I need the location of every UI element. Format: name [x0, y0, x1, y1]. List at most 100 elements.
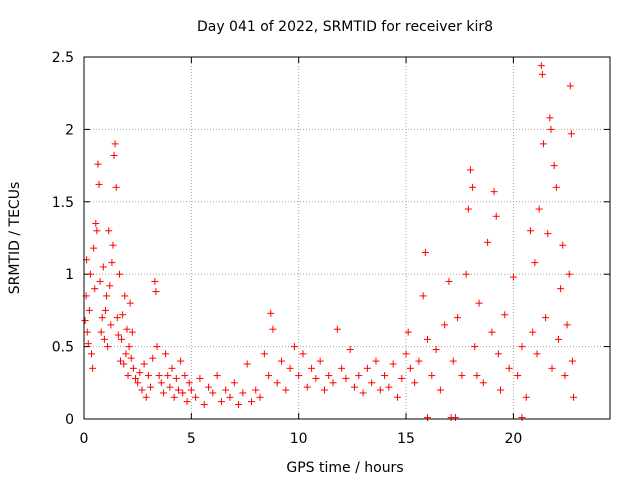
- y-tick-label: 2: [65, 122, 74, 138]
- data-point: [86, 270, 94, 278]
- data-point: [123, 325, 131, 333]
- data-point: [168, 364, 176, 372]
- data-point: [164, 372, 172, 380]
- data-point: [475, 299, 483, 307]
- data-point: [181, 372, 189, 380]
- data-point: [226, 393, 234, 401]
- data-point: [243, 360, 251, 368]
- data-point: [260, 350, 268, 358]
- data-point: [108, 259, 116, 267]
- x-tick-label: 20: [504, 431, 522, 447]
- data-point: [209, 389, 217, 397]
- data-point: [351, 383, 359, 391]
- data-point: [385, 383, 393, 391]
- data-point: [325, 372, 333, 380]
- data-point: [389, 360, 397, 368]
- data-point: [445, 277, 453, 285]
- data-point: [376, 386, 384, 394]
- data-point: [424, 335, 432, 343]
- data-point: [303, 383, 311, 391]
- data-point: [419, 292, 427, 300]
- y-tick-label: 2.5: [52, 50, 74, 66]
- data-point: [256, 393, 264, 401]
- data-point: [338, 364, 346, 372]
- data-point: [295, 372, 303, 380]
- data-point: [381, 372, 389, 380]
- y-tick-label: 1: [65, 267, 74, 283]
- data-point: [91, 285, 99, 293]
- data-point: [147, 383, 155, 391]
- data-point: [299, 350, 307, 358]
- data-point: [529, 328, 537, 336]
- data-point: [308, 364, 316, 372]
- data-point: [85, 306, 93, 314]
- data-point: [114, 331, 122, 339]
- data-point: [84, 340, 92, 348]
- data-point: [96, 277, 104, 285]
- data-point: [132, 374, 140, 382]
- data-point: [531, 259, 539, 267]
- data-point: [393, 393, 401, 401]
- data-point: [518, 414, 526, 422]
- data-point: [81, 317, 89, 325]
- data-point: [124, 372, 132, 380]
- data-point: [411, 379, 419, 387]
- data-point: [538, 70, 546, 78]
- data-point: [451, 414, 459, 422]
- data-point: [273, 379, 281, 387]
- data-point: [316, 357, 324, 365]
- data-point: [166, 383, 174, 391]
- data-point: [83, 328, 91, 336]
- y-tick-label: 0.5: [52, 340, 74, 356]
- data-point: [222, 386, 230, 394]
- data-point: [346, 345, 354, 353]
- data-point: [537, 62, 545, 70]
- data-point: [98, 314, 106, 322]
- data-point: [466, 166, 474, 174]
- data-point: [282, 386, 290, 394]
- data-point: [187, 386, 195, 394]
- data-point: [509, 273, 517, 281]
- data-point: [235, 401, 243, 409]
- data-point: [436, 386, 444, 394]
- data-point: [546, 114, 554, 122]
- data-point: [329, 379, 337, 387]
- data-point: [424, 414, 432, 422]
- data-point: [93, 227, 101, 235]
- data-point: [473, 372, 481, 380]
- data-point: [106, 282, 114, 290]
- data-point: [415, 357, 423, 365]
- data-point: [185, 379, 193, 387]
- data-point: [522, 393, 530, 401]
- data-point: [119, 311, 127, 319]
- data-point: [398, 374, 406, 382]
- data-point: [559, 241, 567, 249]
- data-point: [368, 379, 376, 387]
- data-point: [566, 82, 574, 90]
- data-point: [92, 220, 100, 228]
- data-point: [136, 369, 144, 377]
- data-point: [107, 321, 115, 329]
- data-point: [177, 357, 185, 365]
- data-point: [170, 393, 178, 401]
- chart-title: Day 041 of 2022, SRMTID for receiver kir…: [197, 19, 493, 35]
- data-point: [172, 374, 180, 382]
- data-point: [355, 372, 363, 380]
- data-point: [115, 270, 123, 278]
- data-point: [454, 314, 462, 322]
- data-point: [421, 248, 429, 256]
- data-point: [247, 398, 255, 406]
- data-point: [128, 328, 136, 336]
- data-point: [213, 372, 221, 380]
- data-point: [125, 343, 133, 351]
- data-point: [484, 238, 492, 246]
- data-point: [95, 180, 103, 188]
- data-point: [535, 205, 543, 213]
- data-point: [488, 328, 496, 336]
- data-point: [458, 372, 466, 380]
- data-point: [359, 389, 367, 397]
- data-point: [252, 386, 260, 394]
- data-point: [406, 364, 414, 372]
- data-point: [554, 335, 562, 343]
